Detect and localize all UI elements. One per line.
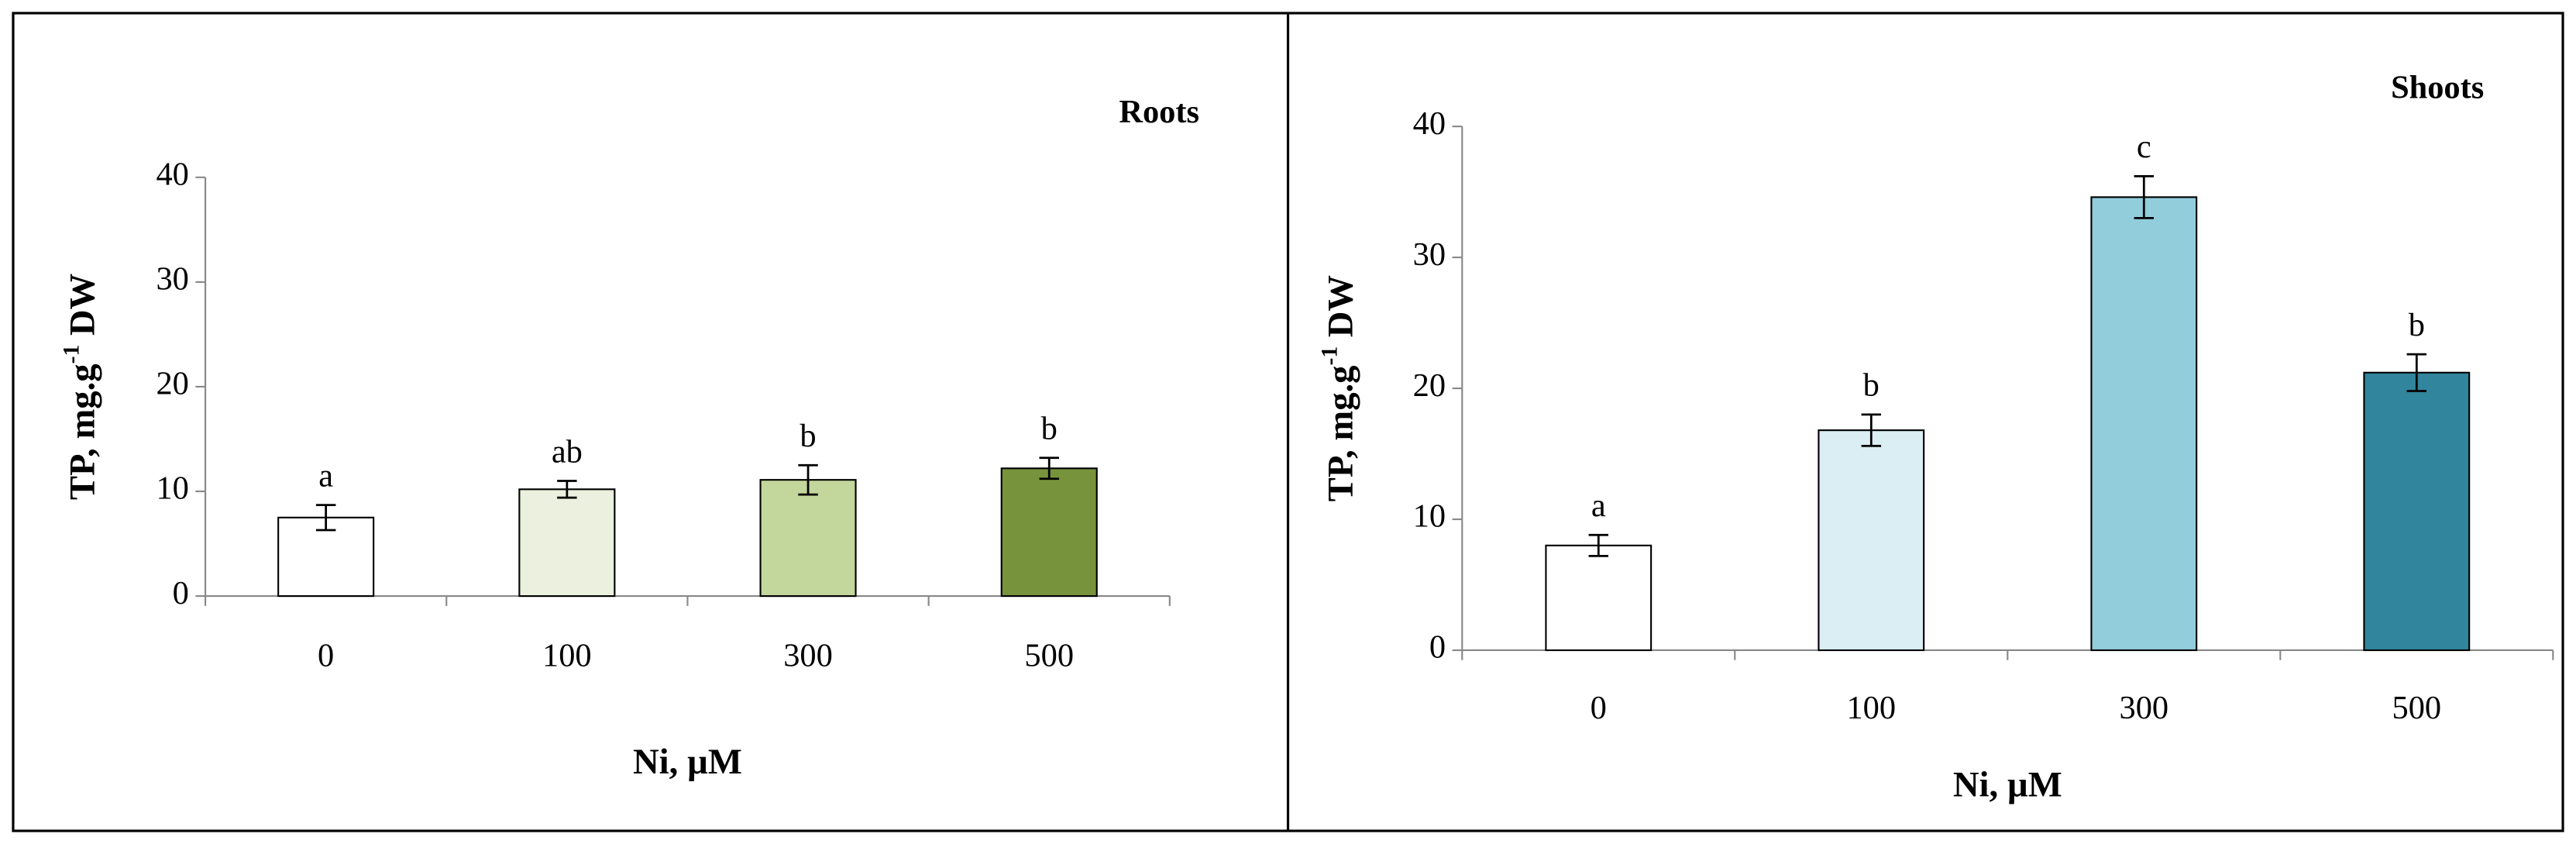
x-tick-label: 0 — [318, 637, 334, 673]
y-tick-label: 10 — [1413, 498, 1446, 535]
bar — [277, 516, 375, 598]
error-bar — [798, 463, 818, 496]
x-tick-label: 300 — [783, 637, 833, 673]
significance-letter: b — [800, 418, 816, 454]
x-tick-label: 100 — [1846, 690, 1896, 726]
y-tick-label: 30 — [1413, 236, 1446, 273]
x-tick-label: 500 — [2392, 690, 2442, 726]
significance-letter: b — [1041, 411, 1058, 447]
significance-letter: b — [2409, 307, 2425, 343]
significance-letter: a — [318, 457, 333, 494]
significance-letter: c — [2137, 129, 2151, 165]
y-axis-label-part: TP, mg.g — [62, 363, 102, 500]
error-bar — [1588, 533, 1609, 557]
y-tick-label: 10 — [156, 470, 188, 507]
error-bar — [557, 480, 577, 499]
chart-title: Roots — [1119, 94, 1199, 130]
error-bar — [2134, 174, 2155, 219]
y-axis-label-superscript: -1 — [59, 345, 84, 364]
x-axis-label: Ni, µM — [633, 742, 742, 782]
bar — [518, 488, 616, 598]
y-axis-label-superscript: -1 — [1317, 346, 1342, 366]
error-bar — [2406, 353, 2427, 392]
significance-letter: b — [1863, 367, 1880, 404]
y-tick-label: 30 — [156, 261, 188, 298]
significance-letter: a — [1591, 487, 1606, 524]
y-axis-label-part: DW — [1320, 275, 1360, 346]
bar — [1545, 544, 1653, 652]
x-tick-label: 0 — [1591, 690, 1607, 726]
y-tick-label: 0 — [173, 575, 189, 611]
y-tick-label: 20 — [1413, 367, 1446, 404]
bar — [1000, 467, 1098, 598]
bar — [759, 479, 857, 598]
bar — [2090, 196, 2198, 652]
significance-letter: ab — [552, 433, 583, 470]
y-axis-label: TP, mg.g-1 DW — [1317, 275, 1360, 501]
error-bar — [1861, 413, 1882, 447]
x-axis-label: Ni, µM — [1953, 765, 2062, 805]
y-tick-label: 40 — [156, 157, 188, 193]
bar — [1818, 429, 1925, 652]
y-axis-label-part: DW — [62, 274, 102, 345]
x-tick-label: 500 — [1024, 637, 1074, 673]
y-tick-label: 20 — [156, 366, 188, 402]
x-tick-label: 300 — [2120, 690, 2169, 726]
y-axis-label-part: TP, mg.g — [1320, 366, 1360, 502]
y-tick-label: 0 — [1429, 629, 1446, 666]
y-axis-label: TP, mg.g-1 DW — [59, 274, 102, 500]
chart-title: Shoots — [2391, 69, 2484, 105]
bar — [2363, 371, 2471, 652]
error-bar — [1039, 456, 1059, 481]
error-bar — [315, 504, 336, 532]
y-tick-label: 40 — [1413, 105, 1446, 142]
x-tick-label: 100 — [542, 637, 592, 673]
